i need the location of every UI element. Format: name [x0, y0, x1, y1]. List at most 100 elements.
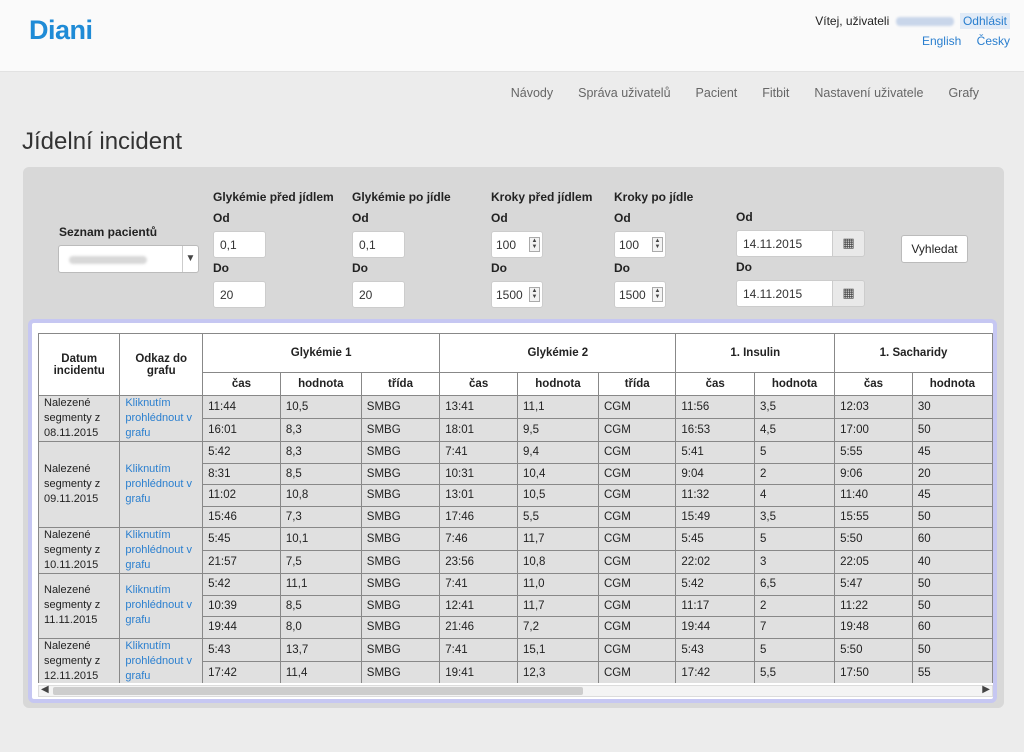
table-cell: 13:41: [439, 395, 518, 419]
table-cell: 3,5: [753, 395, 836, 419]
col-sub-header: čas: [202, 372, 281, 396]
table-cell: 11:40: [834, 484, 913, 507]
table-cell: 9,5: [517, 418, 599, 442]
table-cell: 2: [753, 594, 836, 617]
chart-link[interactable]: Kliknutím prohlédnout v grafu: [119, 527, 204, 574]
nav-navody[interactable]: Návody: [510, 86, 554, 100]
main-nav: Návody Správa uživatelů Pacient Fitbit N…: [511, 86, 979, 100]
steps-before-to-input[interactable]: 1500 ▲ ▼: [491, 281, 543, 308]
chart-link[interactable]: Kliknutím prohlédnout v grafu: [119, 441, 204, 528]
results-table-scroll[interactable]: Datum incidentu Odkaz do grafu Glykémie …: [38, 333, 993, 683]
table-cell: 10,5: [279, 395, 362, 419]
table-cell: CGM: [597, 441, 677, 464]
table-cell: 45: [911, 441, 993, 464]
table-cell: CGM: [597, 395, 677, 419]
table-row: Nalezené segmenty z 11.11.2015 Kliknutím …: [38, 573, 993, 639]
lang-english[interactable]: English: [921, 34, 962, 48]
col-sub-header: hodnota: [279, 372, 362, 396]
glyc-after-from-input[interactable]: 0,1: [352, 231, 405, 258]
table-cell: SMBG: [360, 418, 441, 442]
steps-before-from-value: 100: [496, 238, 517, 252]
col-group-insulin: 1. Insulin: [675, 333, 836, 373]
steps-after-from-input[interactable]: 100 ▲ ▼: [614, 231, 666, 258]
table-cell: 60: [911, 527, 993, 551]
nav-patient[interactable]: Pacient: [695, 86, 738, 100]
table-cell: 8,3: [279, 441, 362, 464]
table-cell: 11:44: [202, 395, 281, 419]
table-cell: 19:44: [202, 616, 281, 639]
table-cell: CGM: [597, 637, 677, 662]
table-cell: CGM: [597, 418, 677, 442]
date-from-input[interactable]: 14.11.2015: [736, 230, 833, 257]
col-sub-header: čas: [439, 372, 518, 396]
col-group-glyc1: Glykémie 1: [202, 333, 441, 373]
nav-user-settings[interactable]: Nastavení uživatele: [814, 86, 924, 100]
table-cell: 50: [911, 418, 993, 442]
nav-user-management[interactable]: Správa uživatelů: [578, 86, 671, 100]
search-button[interactable]: Vyhledat: [901, 235, 968, 263]
table-cell: SMBG: [360, 550, 441, 574]
chart-link[interactable]: Kliknutím prohlédnout v grafu: [119, 573, 204, 639]
scroll-right-icon[interactable]: ▶: [982, 684, 990, 695]
incident-date-cell: Nalezené segmenty z 12.11.2015: [38, 637, 121, 683]
chart-link[interactable]: Kliknutím prohlédnout v grafu: [119, 395, 204, 442]
table-cell: SMBG: [360, 660, 441, 683]
glyc-before-from-input[interactable]: 0,1: [213, 231, 266, 258]
logout-link[interactable]: Odhlásit: [959, 13, 1010, 29]
table-cell: 55: [911, 660, 993, 683]
table-cell: 5,5: [517, 505, 599, 528]
scrollbar-thumb[interactable]: [53, 687, 583, 695]
results-area: Datum incidentu Odkaz do grafu Glykémie …: [28, 319, 997, 703]
table-cell: 45: [911, 484, 993, 507]
welcome-text: Vítej, uživateli: [815, 14, 890, 28]
table-cell: 50: [911, 594, 993, 617]
glyc-before-to-input[interactable]: 20: [213, 281, 266, 308]
table-cell: SMBG: [360, 637, 441, 662]
user-name-redacted: [895, 17, 954, 27]
scroll-left-icon[interactable]: ◀: [41, 684, 49, 695]
table-cell: 5:45: [202, 527, 281, 551]
lang-czech[interactable]: Česky: [976, 34, 1010, 48]
table-cell: SMBG: [360, 395, 441, 419]
table-cell: 11:17: [675, 594, 755, 617]
glyc-after-to-input[interactable]: 20: [352, 281, 405, 308]
patient-select[interactable]: ▼: [58, 245, 199, 273]
table-row: 16:01 8,3 SMBG 18:01 9,5 CGM 16:53 4,5 17:00 50: [39, 418, 993, 442]
table-cell: 15:46: [202, 505, 281, 528]
steps-after-label: Kroky po jídle: [614, 190, 694, 204]
chart-link[interactable]: Kliknutím prohlédnout v grafu: [119, 637, 204, 683]
table-cell: 21:57: [202, 550, 281, 574]
steps-before-from-input[interactable]: 100 ▲ ▼: [491, 231, 543, 258]
table-cell: 8:31: [202, 462, 281, 485]
steps-after-to-input[interactable]: 1500 ▲ ▼: [614, 281, 666, 308]
calendar-icon[interactable]: ▦: [832, 230, 865, 257]
incident-date-cell: Nalezené segmenty z 11.11.2015: [38, 573, 121, 639]
steps-after-from-label: Od: [614, 211, 631, 225]
nav-fitbit[interactable]: Fitbit: [762, 86, 790, 100]
table-cell: 15,1: [517, 637, 599, 662]
nav-charts[interactable]: Grafy: [948, 86, 979, 100]
table-cell: 5: [753, 441, 836, 464]
table-cell: SMBG: [360, 505, 441, 528]
glyc-after-to-label: Do: [352, 261, 368, 275]
table-row: Nalezené segmenty z 10.11.2015 Kliknutím …: [38, 527, 993, 574]
app-logo[interactable]: Diani: [29, 15, 93, 45]
table-cell: 10:39: [202, 594, 281, 617]
spinner-icon[interactable]: ▲ ▼: [529, 237, 540, 252]
spinner-icon[interactable]: ▲ ▼: [652, 287, 663, 302]
table-cell: CGM: [597, 484, 677, 507]
spinner-icon[interactable]: ▲ ▼: [529, 287, 540, 302]
table-cell: SMBG: [360, 462, 441, 485]
horizontal-scrollbar[interactable]: ◀ ▶: [38, 684, 993, 697]
table-cell: 6,5: [753, 573, 836, 596]
date-from-label: Od: [736, 210, 753, 224]
table-cell: 7,3: [279, 505, 362, 528]
date-to-input[interactable]: 14.11.2015: [736, 280, 833, 307]
table-cell: 40: [911, 550, 993, 574]
table-row: 17:42 11,4 SMBG 19:41 12,3 CGM 17:42 5,5 17:50 55: [39, 660, 993, 683]
table-cell: 11:22: [834, 594, 913, 617]
spinner-icon[interactable]: ▲ ▼: [652, 237, 663, 252]
calendar-icon[interactable]: ▦: [832, 280, 865, 307]
table-cell: 8,3: [279, 418, 362, 442]
table-cell: 15:49: [675, 505, 755, 528]
